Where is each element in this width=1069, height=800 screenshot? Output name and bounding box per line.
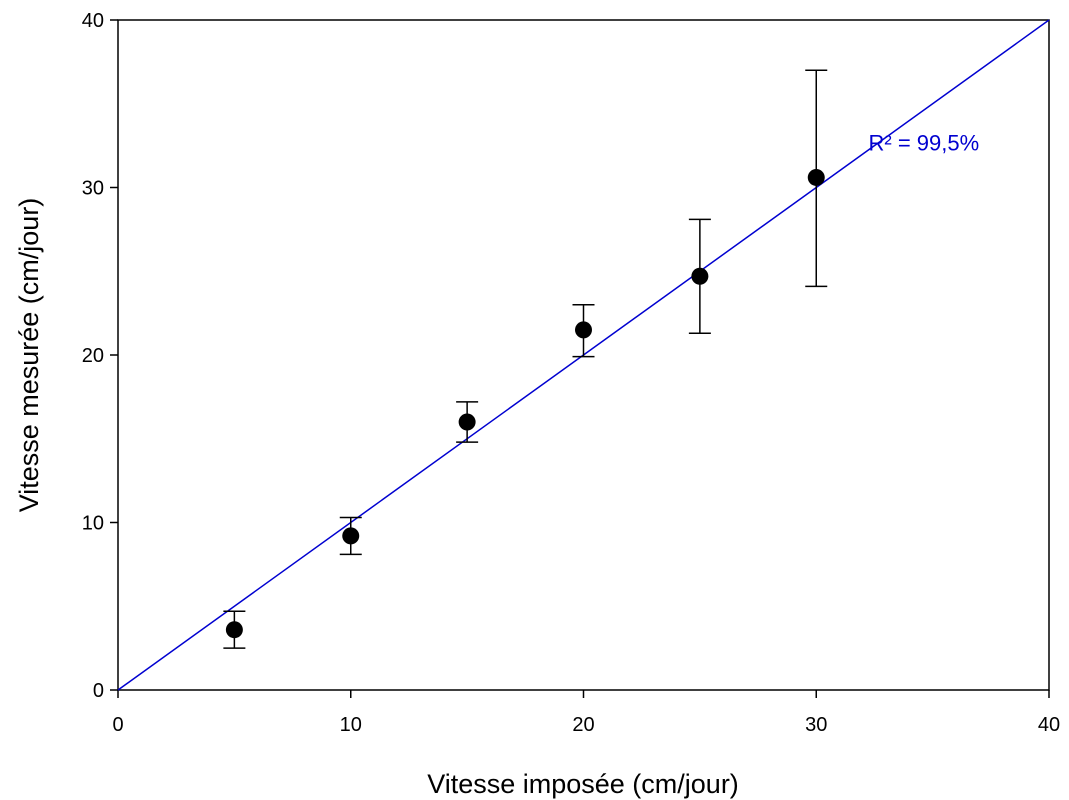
x-tick-label-4: 40	[1038, 714, 1060, 736]
y-tick-label-3: 30	[82, 178, 104, 200]
x-tick-label-3: 30	[805, 714, 827, 736]
y-tick-label-1: 10	[82, 513, 104, 535]
y-axis-ticks: 0 10 20 30 40	[82, 10, 118, 702]
x-axis-ticks: 0 10 20 30 40	[112, 690, 1060, 736]
data-point-4	[691, 267, 709, 285]
x-tick-label-1: 10	[340, 714, 362, 736]
data-point-3	[575, 321, 592, 339]
y-axis-title: Vitesse mesurée (cm/jour)	[14, 198, 44, 513]
data-point-5	[807, 168, 825, 186]
data-point-2	[458, 413, 476, 431]
r-squared-annotation: R² = 99,5%	[869, 131, 980, 156]
data-point-0	[225, 621, 243, 639]
error-bars	[223, 69, 828, 649]
data-points	[225, 168, 825, 639]
x-tick-label-2: 20	[572, 714, 594, 736]
y-tick-label-4: 40	[82, 10, 104, 32]
y-tick-label-2: 20	[82, 345, 104, 367]
x-tick-label-0: 0	[112, 714, 123, 736]
y-tick-label-0: 0	[93, 680, 104, 702]
data-point-1	[342, 527, 360, 545]
plot-area: 0 10 20 30 40 0 10 20 30 40 R² = 99,5%	[82, 10, 1060, 736]
x-axis-title: Vitesse imposée (cm/jour)	[427, 769, 739, 799]
